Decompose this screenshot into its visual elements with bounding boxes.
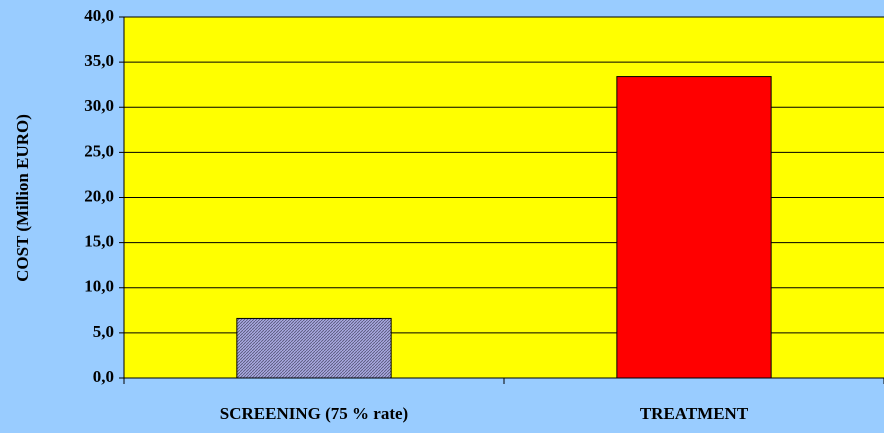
x-tick-label: SCREENING (75 % rate) bbox=[220, 404, 408, 423]
y-tick-label: 20,0 bbox=[84, 186, 114, 205]
y-axis-label: COST (Million EURO) bbox=[13, 114, 32, 282]
y-tick-label: 40,0 bbox=[84, 6, 114, 25]
y-tick-label: 0,0 bbox=[93, 367, 114, 386]
y-tick-label: 35,0 bbox=[84, 51, 114, 70]
y-tick-label: 5,0 bbox=[93, 322, 114, 341]
x-tick-label: TREATMENT bbox=[640, 404, 749, 423]
y-tick-label: 10,0 bbox=[84, 277, 114, 296]
bar bbox=[616, 76, 772, 379]
bar bbox=[236, 317, 392, 379]
y-tick-label: 30,0 bbox=[84, 96, 114, 115]
y-tick-label: 15,0 bbox=[84, 232, 114, 251]
y-tick-label: 25,0 bbox=[84, 141, 114, 160]
